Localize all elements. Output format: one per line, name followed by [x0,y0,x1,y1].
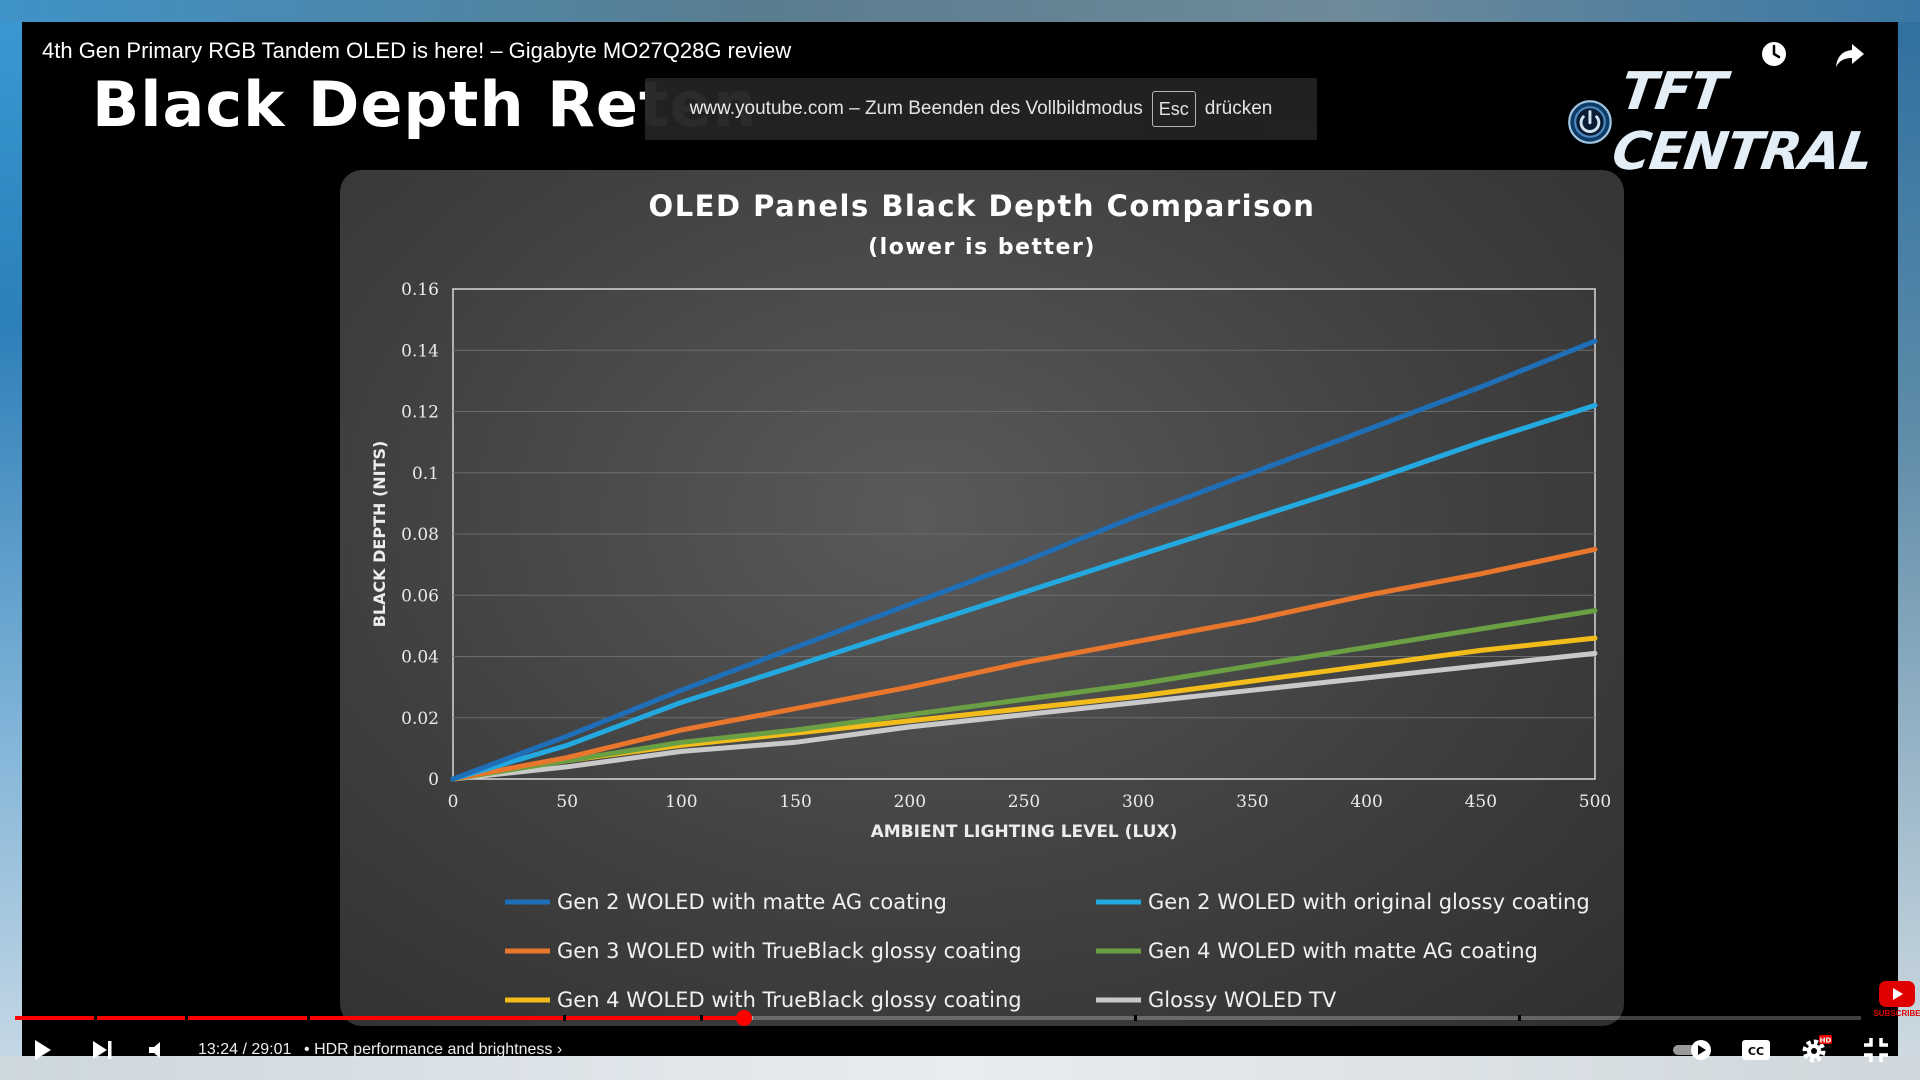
x-axis-label: AMBIENT LIGHTING LEVEL (LUX) [871,822,1178,842]
x-tick-label: 50 [556,792,578,812]
gear-icon: HD [1802,1035,1832,1063]
chapter-marker [94,1015,98,1021]
subscribe-button[interactable]: SUBSCRIBE [1873,980,1920,1024]
cc-icon: CC [1742,1040,1770,1060]
chevron-right-icon: › [556,1041,563,1058]
play-icon [35,1040,51,1060]
x-tick-label: 450 [1465,792,1497,812]
chapter-marker [1517,1015,1521,1021]
autoplay-toggle[interactable] [1670,1030,1716,1070]
play-button[interactable] [22,1030,62,1070]
chapter-separator: • [304,1041,310,1058]
chart-panel: OLED Panels Black Depth Comparison (lowe… [340,170,1624,1026]
chapter-title[interactable]: • HDR performance and brightness › [304,1041,562,1059]
youtube-logo-icon [1879,981,1915,1007]
chart-subtitle: (lower is better) [868,235,1096,260]
next-icon [93,1041,112,1059]
legend-label: Gen 4 WOLED with matte AG coating [1148,939,1538,963]
share-icon[interactable] [1832,36,1868,72]
y-tick-label: 0.12 [401,403,439,423]
ambient-glow-top [0,0,1920,22]
legend-label: Gen 2 WOLED with original glossy coating [1148,890,1590,914]
logo-text: TFT CENTRAL [1608,62,1876,182]
series-line [450,338,1598,782]
ambient-glow-left [0,0,22,1080]
captions-button[interactable]: CC [1736,1030,1776,1070]
legend-label: Glossy WOLED TV [1148,988,1337,1012]
progress-track[interactable] [15,1016,1861,1020]
fullscreen-notice-suffix: drücken [1204,98,1273,119]
clock-icon[interactable] [1756,36,1792,72]
y-tick-label: 0.08 [401,525,439,545]
tftcentral-logo: TFT CENTRAL [1567,62,1898,182]
exit-fullscreen-icon [1864,1038,1888,1062]
progress-bar[interactable] [15,1010,1861,1026]
volume-icon [149,1042,160,1058]
player-controls: 13:24 / 29:01 • HDR performance and brig… [0,1030,1920,1070]
y-tick-label: 0.04 [401,648,439,668]
ambient-glow-right [1898,0,1920,1080]
series-line [450,608,1598,782]
progress-scrubber[interactable] [735,1010,752,1026]
chart-title: OLED Panels Black Depth Comparison [649,189,1316,223]
time-display: 13:24 / 29:01 [198,1041,292,1058]
x-tick-label: 400 [1350,792,1382,812]
chapter-marker [699,1015,703,1021]
x-tick-label: 100 [665,792,697,812]
fullscreen-notice: www.youtube.com – Zum Beenden des Vollbi… [645,78,1317,140]
x-tick-label: 150 [779,792,811,812]
chapter-label: HDR performance and brightness [314,1041,553,1058]
x-tick-label: 200 [894,792,926,812]
series-line [450,546,1598,782]
next-button[interactable] [82,1030,122,1070]
chapter-marker [1133,1015,1137,1021]
svg-text:CC: CC [1748,1045,1764,1058]
chapter-marker [306,1015,310,1021]
series-line [450,402,1598,782]
chapter-marker [563,1015,567,1021]
y-tick-label: 0.16 [401,280,439,300]
series-line [450,650,1598,782]
y-tick-label: 0.14 [401,341,439,361]
video-title[interactable]: 4th Gen Primary RGB Tandem OLED is here!… [42,38,792,63]
y-tick-label: 0.1 [412,464,439,484]
settings-button[interactable]: HD [1796,1030,1836,1070]
subscribe-label: SUBSCRIBE [1873,1009,1920,1018]
y-tick-label: 0.02 [401,709,439,729]
x-tick-label: 350 [1236,792,1268,812]
video-player[interactable]: Black Depth Reten TFT CENTRAL OLED Panel… [22,22,1920,1056]
hd-badge: HD [1820,1037,1832,1045]
mute-button[interactable] [138,1030,178,1070]
legend-label: Gen 3 WOLED with TrueBlack glossy coatin… [557,939,1022,963]
fullscreen-notice-text: www.youtube.com – Zum Beenden des Vollbi… [689,98,1143,119]
y-tick-label: 0.06 [401,586,439,606]
x-tick-label: 0 [448,792,459,812]
legend-label: Gen 2 WOLED with matte AG coating [557,890,947,914]
x-tick-label: 500 [1579,792,1611,812]
chapter-marker [184,1015,188,1021]
power-logo-icon [1568,100,1612,144]
black-depth-chart: OLED Panels Black Depth Comparison (lowe… [370,189,1611,1012]
exit-fullscreen-button[interactable] [1856,1030,1896,1070]
ambient-glow-bottom [0,1056,1920,1080]
autoplay-icon [1673,1040,1711,1060]
x-tick-label: 250 [1008,792,1040,812]
x-tick-label: 300 [1122,792,1154,812]
progress-played [15,1016,744,1020]
y-axis-label: BLACK DEPTH (NITS) [370,441,389,628]
y-tick-label: 0 [428,770,439,790]
esc-key-hint: Esc [1151,91,1196,127]
legend-label: Gen 4 WOLED with TrueBlack glossy coatin… [557,988,1022,1012]
